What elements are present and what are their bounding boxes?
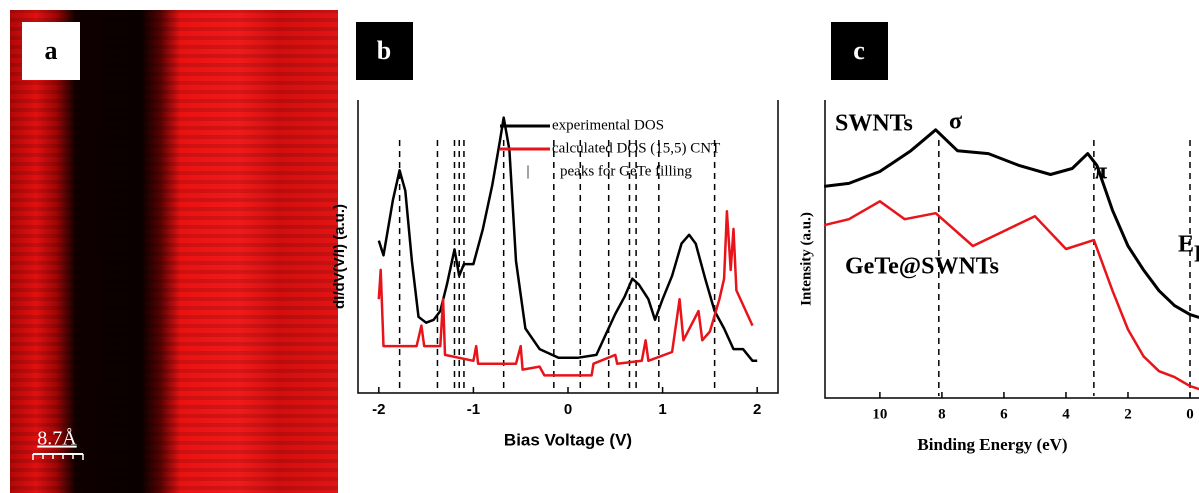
x-tick-label: 0 bbox=[564, 401, 572, 418]
x-tick-label: 2 bbox=[753, 401, 761, 418]
x-tick-label: -2 bbox=[372, 401, 385, 418]
y-axis-label: dI/dV(V/I) (a.u.) bbox=[331, 204, 348, 309]
panel-label-box bbox=[831, 22, 888, 80]
panel-label-box bbox=[22, 22, 80, 80]
stm-image-panel: a 8.7Å bbox=[10, 10, 338, 493]
axis-frame bbox=[824, 100, 1199, 399]
scale-bar-ticks bbox=[32, 454, 84, 460]
x-tick-label: 8 bbox=[938, 406, 946, 422]
pi-annotation: π bbox=[1094, 159, 1107, 185]
x-tick-label: 0 bbox=[1186, 406, 1194, 422]
legend-symbol: | bbox=[526, 163, 529, 179]
chart-panel: b -2 -1 0 1 2 Bias Voltage (V) dI/dV(V/I) (a.u.… bbox=[331, 22, 779, 449]
x-tick-label: 2 bbox=[1124, 406, 1132, 422]
y-axis-label: Intensity (a.u.) bbox=[798, 212, 814, 306]
x-tick-label: 10 bbox=[872, 406, 887, 422]
x-tick-label: 6 bbox=[1000, 406, 1008, 422]
legend-label: calculated DOS (15,5) CNT bbox=[552, 140, 720, 156]
x-tick-label: -1 bbox=[467, 401, 480, 418]
fermi-annotation: E bbox=[1178, 232, 1194, 258]
panel-label: b bbox=[377, 36, 391, 65]
panel-label: a bbox=[45, 36, 58, 65]
sigma-annotation: σ bbox=[949, 109, 962, 135]
panel-label-box bbox=[356, 22, 413, 80]
series-line bbox=[377, 210, 754, 377]
series-line bbox=[377, 116, 758, 363]
panel-label: c bbox=[853, 36, 865, 65]
scale-label: 8.7Å bbox=[37, 428, 77, 450]
chart-panel: c 10 8 6 4 2 0 Binding Energy (eV) Intensity (a.… bbox=[798, 22, 1199, 454]
legend-label: experimental DOS bbox=[552, 117, 664, 133]
x-axis-label: Bias Voltage (V) bbox=[504, 430, 632, 449]
fermi-subscript: F bbox=[1194, 242, 1199, 268]
series-annotation: GeTe@SWNTs bbox=[845, 254, 999, 280]
series-annotation: SWNTs bbox=[835, 111, 913, 137]
x-tick-label: 1 bbox=[658, 401, 666, 418]
stm-texture bbox=[10, 10, 338, 493]
x-axis-label: Binding Energy (eV) bbox=[917, 435, 1067, 454]
series-line bbox=[823, 128, 1199, 319]
x-tick-label: 4 bbox=[1062, 406, 1070, 422]
legend-label: peaks for GeTe filling bbox=[560, 163, 692, 179]
series-line bbox=[823, 200, 1199, 391]
